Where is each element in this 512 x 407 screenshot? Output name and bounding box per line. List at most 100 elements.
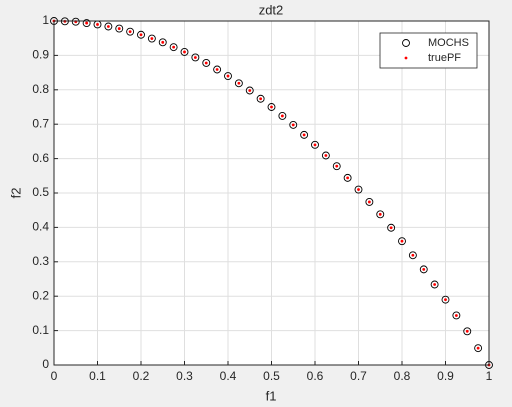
marker-circle [387,223,396,232]
marker-dot [400,239,404,243]
marker-dot [270,105,273,109]
marker-dot [324,154,328,157]
marker-dot [183,50,186,54]
x-tick-label: 0.3 [176,369,193,383]
marker-dot [389,226,393,230]
marker-dot [357,188,360,191]
marker-circle [191,53,200,62]
y-tick-label: 0.4 [32,220,49,234]
marker-dot [139,33,143,37]
y-tick-label: 0.9 [32,48,49,62]
marker-dot [346,176,350,180]
marker-dot [411,253,415,257]
y-tick-label: 0.2 [32,288,49,302]
legend-label: MOCHS [428,37,469,49]
marker-dot [291,123,295,127]
marker-circle [126,27,135,36]
marker-dot [259,97,263,101]
marker-circle [452,311,461,320]
marker-circle [256,94,265,103]
marker-dot [476,346,480,350]
marker-dot [106,25,110,28]
x-tick-label: 0 [51,369,58,383]
y-tick-label: 0.1 [32,323,49,337]
marker-dot [161,40,165,44]
legend: MOCHS truePF [379,32,478,69]
marker-dot [215,68,219,71]
marker-dot [193,56,197,59]
marker-dot [378,212,382,216]
marker-circle [332,162,341,171]
marker-dot [367,200,371,204]
marker-dot [444,298,447,302]
marker-circle [71,17,80,26]
marker-circle [430,280,439,289]
marker-circle [365,197,374,206]
marker-dot [85,21,89,25]
marker-dot [117,27,121,30]
marker-circle [234,79,243,88]
marker-circle [213,65,222,74]
x-tick-label: 0.8 [394,369,411,383]
y-axis-label: f2 [8,188,23,199]
marker-dot [150,37,154,40]
marker-circle [354,185,363,194]
x-tick-label: 0.1 [89,369,106,383]
y-tick-label: 0.7 [32,116,49,130]
marker-dot [302,133,306,137]
x-axis-label: f1 [266,388,277,403]
marker-dot [237,81,241,85]
x-tick-label: 0.6 [307,369,324,383]
y-tick-label: 0.8 [32,82,49,96]
marker-circle [180,48,189,56]
x-tick-label: 0.2 [133,369,150,383]
marker-dot [335,164,339,168]
marker-circle [419,265,428,274]
x-tick-label: 0.9 [437,369,454,383]
marker-circle [408,251,417,260]
y-tick-label: 0.3 [32,254,49,268]
legend-marker [402,39,410,47]
marker-circle [158,38,167,47]
y-tick-label: 0.5 [32,185,49,199]
marker-dot [313,143,317,147]
marker-circle [289,120,298,129]
marker-circle [169,43,178,52]
marker-circle [376,210,385,219]
marker-circle [343,173,352,182]
marker-circle [463,327,472,336]
y-tick-label: 1 [42,13,49,27]
marker-dot [465,329,469,333]
y-tick-label: 0 [42,357,49,371]
marker-circle [300,130,309,139]
x-tick-label: 0.4 [220,369,237,383]
marker-dot [433,283,437,286]
marker-circle [147,34,156,43]
marker-circle [474,344,483,353]
legend-box [379,32,478,69]
marker-circle [441,295,450,304]
marker-circle [224,72,232,80]
marker-dot [128,30,132,34]
marker-dot [248,89,252,92]
marker-circle [398,237,406,246]
marker-circle [311,140,319,149]
marker-dot [422,267,426,271]
legend-marker [404,56,408,60]
legend-label: truePF [428,52,461,64]
marker-circle [278,111,287,120]
marker-circle [321,151,330,160]
marker-circle [267,103,276,111]
marker-circle [115,24,124,33]
marker-dot [204,61,208,65]
x-tick-label: 0.5 [263,369,280,383]
marker-circle [245,86,254,95]
marker-circle [137,30,145,39]
marker-circle [82,19,91,28]
y-tick-label: 0.6 [32,151,49,165]
marker-dot [172,45,176,49]
marker-dot [454,314,458,317]
chart-title: zdt2 [259,2,284,17]
marker-dot [280,114,284,118]
